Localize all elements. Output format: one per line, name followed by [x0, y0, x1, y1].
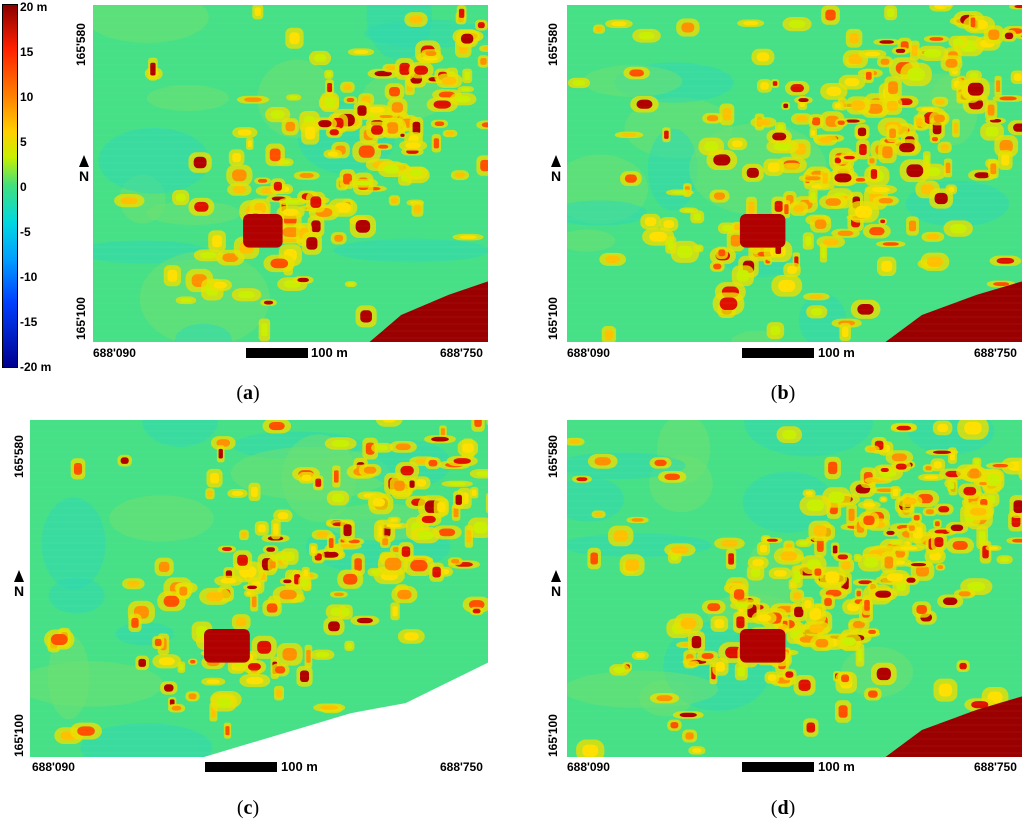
scale-label: 100 m: [818, 759, 855, 774]
y-bottom-coordinate: 165'100: [74, 297, 88, 340]
x-left-coordinate: 688'090: [93, 346, 136, 360]
colorbar-tick: 10: [20, 90, 34, 104]
colorbar-tick: -15: [20, 315, 38, 329]
scale-label: 100 m: [818, 345, 855, 360]
y-bottom-coordinate: 165'100: [12, 714, 26, 757]
y-top-coordinate: 165'580: [546, 435, 560, 478]
map-raster: [567, 5, 1022, 342]
x-left-coordinate: 688'090: [567, 346, 610, 360]
north-arrow-icon: [14, 570, 24, 582]
map-panel-d: [567, 420, 1022, 757]
caption-d: (d): [770, 797, 796, 819]
map-raster: [567, 420, 1022, 757]
colorbar-tick: -10: [20, 270, 38, 284]
scale-label: 100 m: [281, 759, 318, 774]
north-arrow-icon: [79, 155, 89, 167]
north-label: N: [13, 583, 25, 599]
scale-bar: [742, 348, 814, 358]
y-bottom-coordinate: 165'100: [546, 714, 560, 757]
colorbar-top-label: 20 m: [20, 0, 48, 14]
y-top-coordinate: 165'580: [12, 435, 26, 478]
north-label: N: [78, 168, 90, 184]
map-panel-b: [567, 5, 1022, 342]
map-raster: [93, 5, 488, 342]
x-left-coordinate: 688'090: [32, 760, 75, 774]
north-arrow: N: [11, 570, 27, 599]
colorbar-bottom-label: -20 m: [20, 360, 52, 374]
north-label: N: [550, 168, 562, 184]
caption-a: (a): [236, 382, 260, 404]
north-label: N: [550, 583, 562, 599]
x-right-coordinate: 688'750: [974, 346, 1017, 360]
colorbar: [2, 4, 18, 368]
y-top-coordinate: 165'580: [546, 23, 560, 66]
north-arrow-icon: [551, 570, 561, 582]
north-arrow: N: [548, 570, 564, 599]
scale-label: 100 m: [311, 345, 348, 360]
scale-bar: [742, 762, 814, 772]
x-right-coordinate: 688'750: [440, 346, 483, 360]
map-panel-a: [93, 5, 488, 342]
x-right-coordinate: 688'750: [440, 760, 483, 774]
north-arrow: N: [548, 155, 564, 184]
scale-bar: [246, 348, 308, 358]
caption-c: (c): [236, 797, 260, 819]
map-raster: [30, 420, 488, 757]
x-left-coordinate: 688'090: [567, 760, 610, 774]
north-arrow-icon: [551, 155, 561, 167]
north-arrow: N: [76, 155, 92, 184]
scale-bar: [205, 762, 277, 772]
x-right-coordinate: 688'750: [974, 760, 1017, 774]
y-bottom-coordinate: 165'100: [546, 297, 560, 340]
map-panel-c: [30, 420, 488, 757]
y-top-coordinate: 165'580: [74, 23, 88, 66]
colorbar-tick: 5: [20, 135, 27, 149]
colorbar-tick: 0: [20, 180, 27, 194]
colorbar-tick: 15: [20, 45, 34, 59]
caption-b: (b): [770, 382, 796, 404]
colorbar-tick: -5: [20, 225, 31, 239]
